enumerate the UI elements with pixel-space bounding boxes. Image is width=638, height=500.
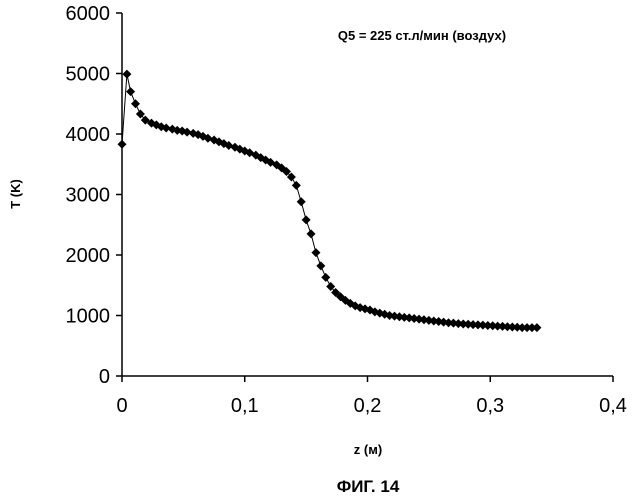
data-points bbox=[118, 70, 542, 332]
data-point bbox=[126, 87, 135, 96]
data-point bbox=[532, 323, 541, 332]
x-tick-label: 0,4 bbox=[599, 395, 627, 417]
y-tick-label: 4000 bbox=[66, 124, 111, 146]
data-point bbox=[292, 181, 301, 190]
data-point bbox=[122, 70, 131, 79]
y-tick-label: 5000 bbox=[66, 64, 111, 86]
y-tick-label: 2000 bbox=[66, 245, 111, 267]
y-tick-label: 3000 bbox=[66, 185, 111, 207]
x-tick-label: 0,2 bbox=[354, 395, 382, 417]
y-tick-label: 6000 bbox=[66, 3, 111, 25]
x-tick-label: 0,1 bbox=[231, 395, 259, 417]
figure-caption: ФИГ. 14 bbox=[337, 477, 400, 496]
y-axis-ticks: 0 1000 2000 3000 4000 5000 6000 bbox=[66, 3, 123, 388]
x-axis-ticks: 0 0,1 0,2 0,3 0,4 bbox=[116, 376, 626, 417]
y-axis-title: T (K) bbox=[8, 179, 23, 209]
y-tick-label: 1000 bbox=[66, 306, 111, 328]
y-tick-label: 0 bbox=[99, 366, 110, 388]
data-point bbox=[316, 261, 325, 270]
data-point bbox=[131, 99, 140, 108]
axes bbox=[122, 13, 613, 376]
data-point bbox=[321, 273, 330, 282]
data-point bbox=[307, 229, 316, 238]
data-point bbox=[118, 140, 127, 149]
data-point bbox=[311, 248, 320, 257]
x-axis-title: z (м) bbox=[354, 442, 382, 457]
x-tick-label: 0,3 bbox=[476, 395, 504, 417]
x-tick-label: 0 bbox=[116, 395, 127, 417]
data-point bbox=[297, 197, 306, 206]
data-point bbox=[302, 215, 311, 224]
chart-annotation: Q5 = 225 ст.л/мин (воздух) bbox=[338, 28, 506, 43]
